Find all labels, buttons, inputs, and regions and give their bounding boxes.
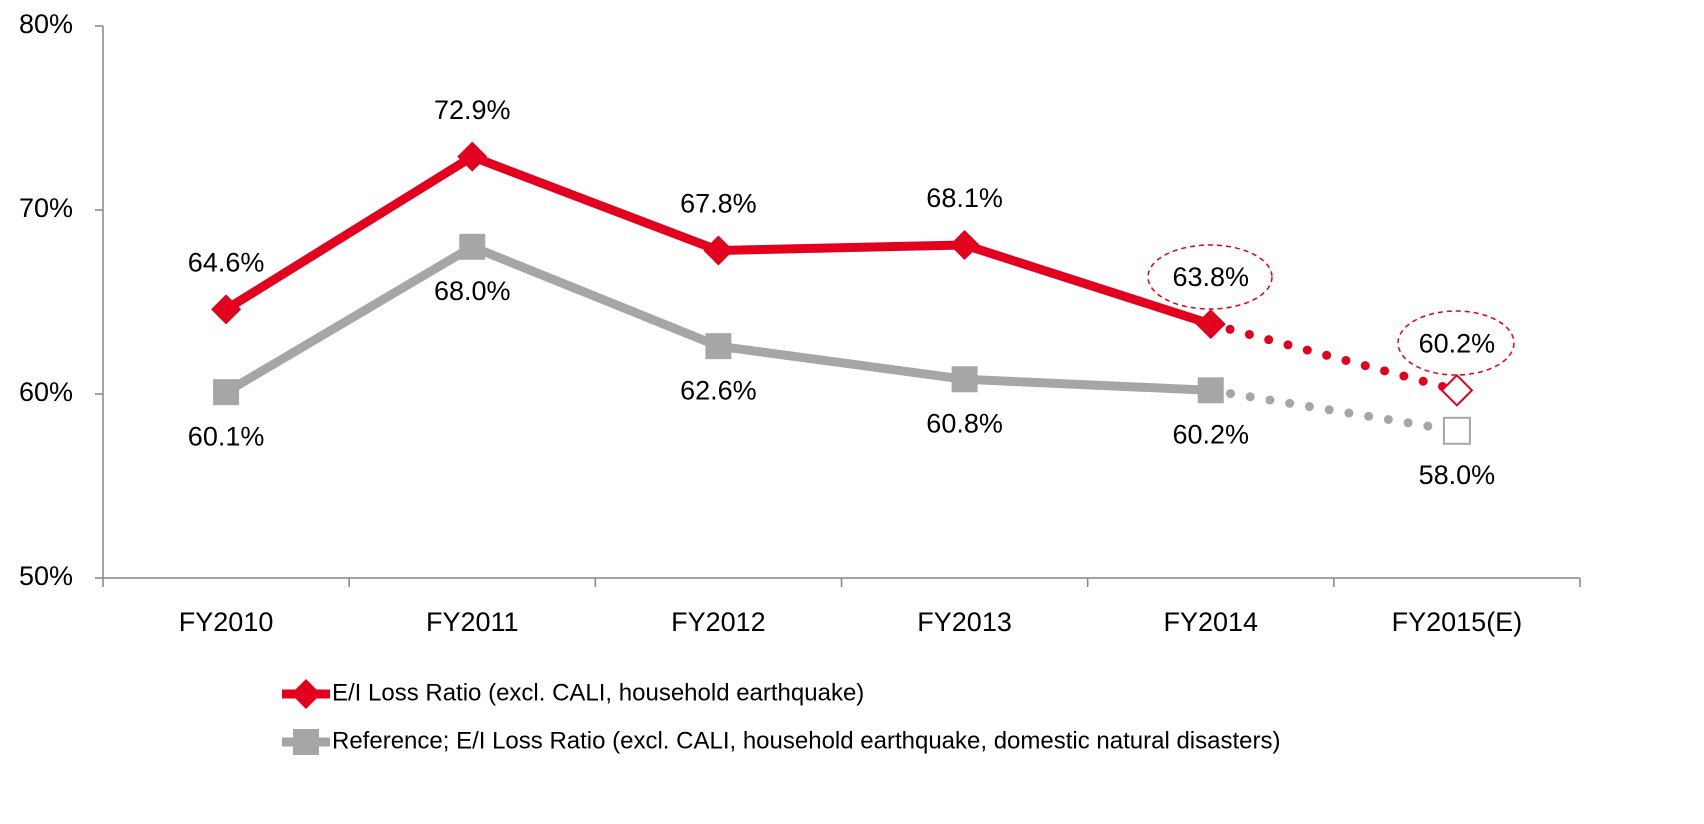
marker [213, 379, 240, 406]
legend-label: Reference; E/I Loss Ratio (excl. CALI, h… [332, 727, 1280, 754]
marker [703, 235, 734, 266]
x-tick-label: FY2013 [917, 607, 1012, 637]
data-label: 60.8% [926, 408, 1003, 438]
data-label: 67.8% [680, 189, 757, 219]
data-label: 64.6% [188, 247, 265, 277]
data-label: 60.1% [188, 421, 265, 451]
data-label: 58.0% [1419, 460, 1496, 490]
x-tick-label: FY2012 [671, 607, 766, 637]
marker [1442, 416, 1471, 445]
x-tick-label: FY2010 [179, 607, 274, 637]
data-label: 68.0% [434, 276, 511, 306]
data-label: 68.1% [926, 183, 1003, 213]
x-tick-label: FY2014 [1163, 607, 1258, 637]
series-line-estimate [1206, 319, 1462, 395]
marker [459, 233, 486, 260]
data-label: 60.2% [1172, 419, 1249, 449]
data-label: 62.6% [680, 375, 757, 405]
marker [951, 366, 978, 393]
y-tick-label: 60% [19, 377, 73, 407]
marker [211, 294, 242, 325]
marker [457, 141, 488, 172]
y-tick-label: 70% [19, 193, 73, 223]
marker [1195, 309, 1226, 340]
legend-marker [293, 729, 319, 755]
y-tick-label: 50% [19, 561, 73, 591]
x-tick-label: FY2015(E) [1392, 607, 1523, 637]
legend-marker [291, 679, 321, 709]
data-label: 60.2% [1419, 328, 1496, 358]
marker [705, 333, 732, 360]
marker [1197, 377, 1224, 404]
data-label: 72.9% [434, 95, 511, 125]
marker [1440, 373, 1474, 407]
data-label: 63.8% [1172, 262, 1249, 292]
series-line [223, 242, 1211, 397]
x-tick-label: FY2011 [426, 607, 519, 637]
marker [949, 229, 980, 260]
legend-label: E/I Loss Ratio (excl. CALI, household ea… [332, 679, 864, 706]
series-line-estimate [1206, 385, 1462, 436]
highlight-ellipse [1147, 244, 1273, 310]
y-tick-label: 80% [19, 9, 73, 39]
